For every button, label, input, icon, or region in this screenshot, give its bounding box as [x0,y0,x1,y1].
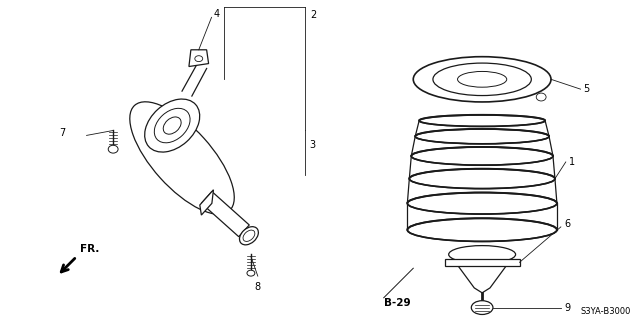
Ellipse shape [449,246,516,263]
Text: 1: 1 [569,157,575,167]
Polygon shape [450,254,515,293]
Ellipse shape [536,93,546,101]
Text: S3YA-B3000: S3YA-B3000 [580,307,631,316]
Ellipse shape [458,71,507,87]
Ellipse shape [239,227,259,245]
Ellipse shape [108,145,118,153]
Text: 5: 5 [584,84,589,94]
Text: 4: 4 [214,9,220,20]
Polygon shape [200,190,214,215]
Text: FR.: FR. [80,244,99,254]
Ellipse shape [471,301,493,315]
Ellipse shape [410,169,555,188]
Ellipse shape [415,129,549,144]
Polygon shape [445,260,520,266]
Text: 7: 7 [59,128,65,139]
Polygon shape [202,192,249,237]
Ellipse shape [433,63,531,96]
Polygon shape [189,50,209,67]
Text: 9: 9 [564,303,571,313]
Ellipse shape [419,115,545,126]
Ellipse shape [407,218,557,241]
Ellipse shape [412,147,553,165]
Ellipse shape [407,193,557,214]
Text: B-29: B-29 [384,298,410,308]
Text: 2: 2 [310,11,316,20]
Text: 6: 6 [564,219,571,229]
Ellipse shape [413,57,551,102]
Text: 8: 8 [255,282,261,292]
Ellipse shape [247,270,255,276]
Text: 3: 3 [309,140,315,150]
Ellipse shape [145,99,200,152]
Ellipse shape [130,102,234,214]
